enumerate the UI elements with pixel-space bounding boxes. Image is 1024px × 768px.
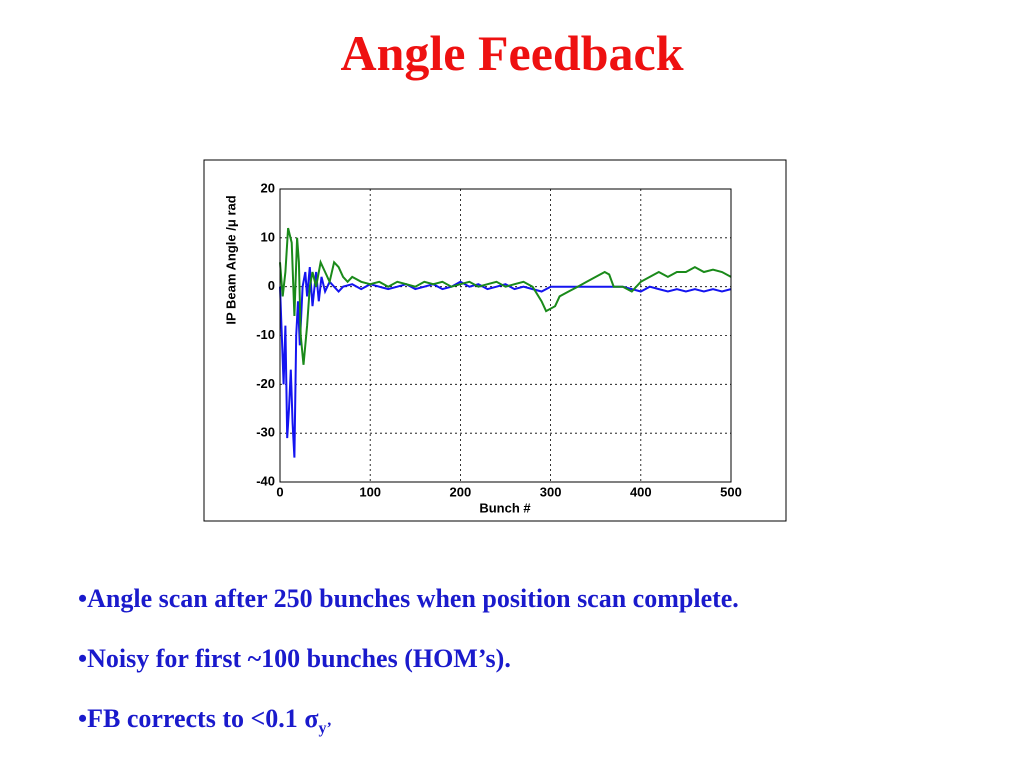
series-line	[279, 267, 732, 458]
x-tick-label: 0	[276, 484, 283, 499]
x-tick-label: 100	[359, 484, 381, 499]
bullet: •Angle scan after 250 bunches when posit…	[78, 584, 739, 613]
x-tick-label: 500	[720, 484, 742, 499]
y-tick-label: 10	[261, 229, 275, 244]
x-tick-label: 300	[540, 484, 562, 499]
sigma-symbol: σ	[304, 704, 319, 733]
plot-area	[279, 188, 732, 483]
y-tick-label: -40	[256, 473, 275, 488]
x-axis-label: Bunch #	[479, 500, 531, 515]
y-tick-label: 20	[261, 180, 275, 195]
chart-frame	[203, 159, 787, 522]
bullet: •Noisy for first ~100 bunches (HOM’s).	[78, 644, 511, 673]
y-axis-label: IP Beam Angle /μ rad	[223, 195, 238, 324]
x-tick-label: 400	[630, 484, 652, 499]
x-tick-label: 200	[450, 484, 472, 499]
bullet: •FB corrects to <0.1 σy’	[78, 704, 332, 738]
bullet-text: •FB corrects to <0.1	[78, 704, 305, 733]
subscript: y’	[318, 720, 332, 738]
slide-title: Angle Feedback	[340, 25, 684, 81]
y-tick-label: 0	[268, 278, 275, 293]
series-line	[279, 227, 732, 365]
y-tick-label: -20	[256, 376, 275, 391]
y-tick-label: -10	[256, 327, 275, 342]
y-tick-label: -30	[256, 425, 275, 440]
